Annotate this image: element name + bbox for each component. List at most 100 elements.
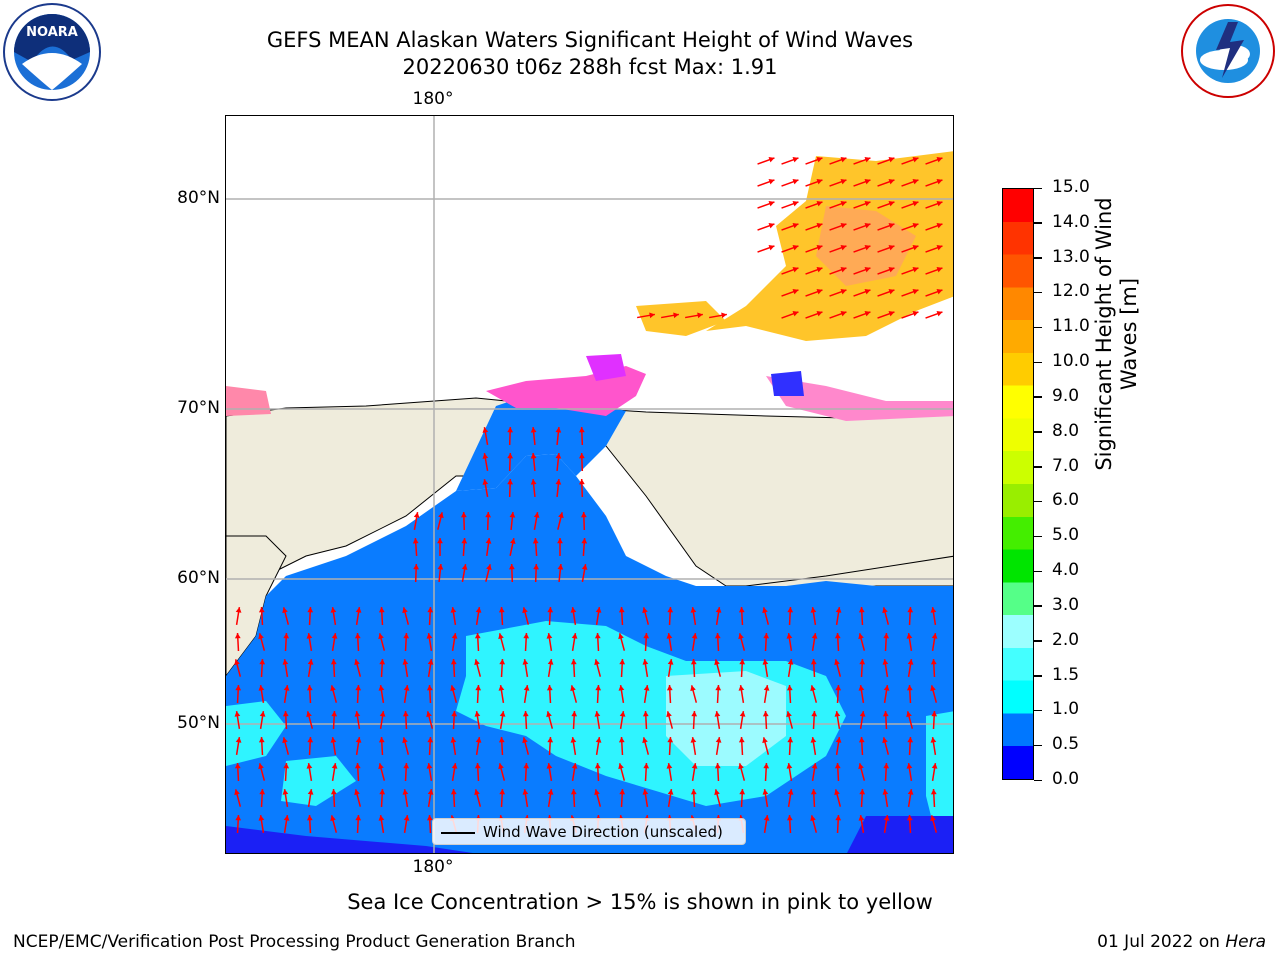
wind-wave-arrowhead bbox=[816, 311, 823, 317]
wind-wave-arrowhead bbox=[786, 685, 793, 691]
wind-wave-arrowhead bbox=[907, 659, 914, 665]
wind-wave-arrowhead bbox=[858, 815, 865, 821]
wind-wave-arrowhead bbox=[882, 737, 888, 744]
wind-wave-arrowhead bbox=[907, 737, 914, 743]
wind-wave-arrowhead bbox=[859, 659, 866, 665]
wind-wave-arrowhead bbox=[906, 763, 913, 769]
colorbar-tick-label: 2.0 bbox=[1052, 629, 1080, 650]
wind-wave-arrowhead bbox=[810, 737, 817, 743]
wind-wave-arrowhead bbox=[555, 453, 562, 459]
wind-wave-arrowhead bbox=[595, 685, 602, 691]
wind-wave-arrowhead bbox=[533, 564, 540, 570]
wind-wave-arrowhead bbox=[307, 789, 314, 795]
wind-wave-arrowhead bbox=[810, 789, 817, 795]
wind-wave-arrowhead bbox=[912, 311, 919, 317]
footer-date: 01 Jul 2022 on Hera bbox=[1097, 932, 1266, 952]
wind-wave-arrowhead bbox=[258, 607, 265, 613]
wind-wave-arrowhead bbox=[283, 633, 290, 639]
wind-wave-arrowhead bbox=[402, 607, 408, 614]
wind-wave-arrowhead bbox=[403, 815, 410, 821]
wind-wave-arrowhead bbox=[864, 267, 871, 273]
lon-label-top: 180° bbox=[412, 89, 454, 109]
wind-wave-arrowhead bbox=[912, 289, 919, 295]
wind-wave-arrowhead bbox=[438, 512, 444, 519]
wind-wave-arrowhead bbox=[906, 685, 913, 691]
wind-wave-arrowhead bbox=[816, 245, 823, 251]
colorbar-tick-label: 1.0 bbox=[1052, 699, 1080, 720]
wind-wave-arrowhead bbox=[936, 157, 943, 163]
sea-ice-coast-left bbox=[226, 386, 271, 416]
wind-wave-arrowhead bbox=[858, 737, 865, 743]
wind-wave-arrowhead bbox=[690, 659, 697, 665]
wind-wave-arrowhead bbox=[840, 289, 847, 295]
wind-wave-arrowhead bbox=[738, 737, 745, 743]
wind-wave-arrowhead bbox=[570, 737, 577, 743]
wind-wave-arrowhead bbox=[460, 512, 467, 518]
wind-wave-arrowhead bbox=[570, 685, 576, 692]
wind-wave-arrowhead bbox=[557, 564, 564, 570]
wind-wave-arrowhead bbox=[461, 538, 468, 544]
wind-wave-arrowhead bbox=[816, 179, 823, 185]
wind-wave-arrowhead bbox=[811, 711, 818, 717]
wind-wave-arrowhead bbox=[858, 685, 865, 691]
wind-wave-arrowhead bbox=[234, 633, 241, 639]
wind-wave-arrowhead bbox=[931, 763, 938, 769]
wind-wave-arrowhead bbox=[474, 711, 481, 717]
wind-wave-arrowhead bbox=[509, 512, 516, 518]
wind-wave-arrowhead bbox=[787, 789, 794, 795]
wind-wave-arrowhead bbox=[667, 737, 674, 743]
wind-wave-arrowhead bbox=[835, 685, 842, 691]
wind-wave-arrowhead bbox=[402, 659, 409, 665]
wind-wave-arrowhead bbox=[546, 685, 553, 691]
wind-wave-arrowhead bbox=[840, 223, 847, 229]
wind-wave-arrowhead bbox=[532, 538, 539, 544]
colorbar-tick-mark bbox=[1034, 675, 1042, 677]
wind-wave-arrowhead bbox=[427, 607, 434, 613]
wind-wave-arrowhead bbox=[595, 737, 602, 743]
wind-wave-arrowhead bbox=[835, 607, 842, 613]
wind-wave-arrowhead bbox=[618, 763, 624, 770]
colorbar-tick-label: 13.0 bbox=[1052, 246, 1090, 267]
wind-wave-arrowhead bbox=[714, 789, 720, 796]
colorbar-tick-mark bbox=[1034, 709, 1042, 712]
wind-wave-arrowhead bbox=[840, 179, 847, 185]
wind-wave-arrowhead bbox=[354, 789, 360, 796]
wind-wave-arrowhead bbox=[762, 711, 769, 717]
wind-wave-arrowhead bbox=[930, 685, 936, 692]
wind-wave-arrowhead bbox=[475, 607, 482, 613]
wind-wave-arrowhead bbox=[258, 685, 265, 691]
wind-wave-arrowhead bbox=[864, 179, 871, 185]
wind-wave-arrowhead bbox=[792, 267, 799, 273]
wind-wave-arrowhead bbox=[412, 538, 419, 544]
wind-wave-arrowhead bbox=[642, 737, 648, 744]
wind-wave-arrowhead bbox=[235, 815, 242, 821]
wind-wave-arrowhead bbox=[768, 157, 775, 163]
wind-wave-arrowhead bbox=[912, 267, 919, 273]
ocean-deep-bottom bbox=[226, 826, 473, 853]
wind-wave-arrowhead bbox=[547, 659, 554, 665]
wind-wave-arrowhead bbox=[555, 479, 562, 485]
wind-wave-arrowhead bbox=[570, 789, 577, 795]
wind-wave-arrowhead bbox=[307, 659, 314, 665]
wind-wave-arrowhead bbox=[883, 685, 890, 691]
colorbar-tick-label: 3.0 bbox=[1052, 594, 1080, 615]
wind-wave-arrowhead bbox=[792, 245, 799, 251]
wind-wave-arrowhead bbox=[667, 659, 674, 665]
wind-wave-arrowhead bbox=[792, 223, 799, 229]
wind-wave-arrowhead bbox=[906, 711, 912, 718]
wind-wave-arrowhead bbox=[936, 245, 943, 251]
wind-wave-arrowhead bbox=[282, 737, 288, 744]
wind-wave-arrowhead bbox=[666, 711, 672, 718]
colorbar-tick-mark bbox=[1034, 257, 1042, 259]
colorbar-tick-label: 15.0 bbox=[1052, 177, 1090, 197]
wind-wave-arrowhead bbox=[811, 633, 818, 639]
wind-wave-arrowhead bbox=[786, 711, 792, 718]
colorbar-tick-mark bbox=[1034, 640, 1042, 642]
colorbar-tick-label: 8.0 bbox=[1052, 420, 1080, 441]
map-legend: Wind Wave Direction (unscaled) bbox=[432, 818, 746, 845]
wind-wave-arrowhead bbox=[691, 711, 698, 717]
wind-wave-arrowhead bbox=[931, 633, 938, 639]
wind-wave-arrowhead bbox=[666, 685, 673, 691]
wind-wave-arrowhead bbox=[816, 289, 823, 295]
wind-wave-arrowhead bbox=[690, 607, 697, 613]
